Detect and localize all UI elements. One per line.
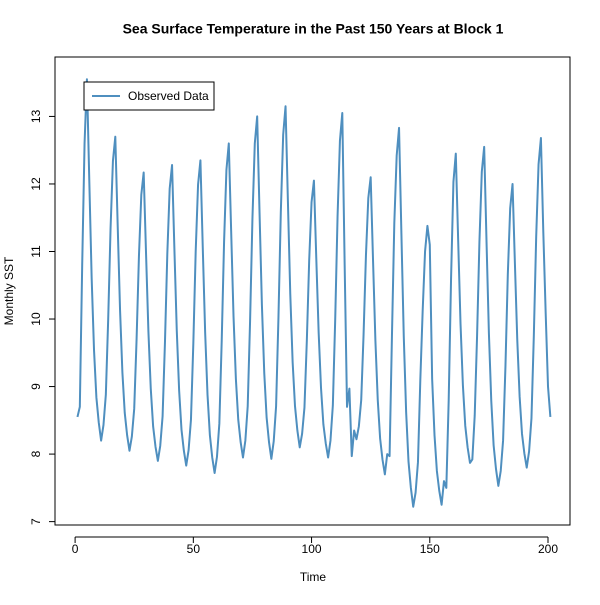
y-tick-label: 8 [29, 450, 43, 457]
x-tick-label: 100 [302, 542, 322, 556]
y-tick-label: 13 [29, 109, 43, 123]
data-line [76, 78, 552, 508]
chart-title: Sea Surface Temperature in the Past 150 … [123, 21, 504, 37]
x-tick-label: 150 [420, 542, 440, 556]
x-axis-label: Time [300, 570, 327, 584]
x-tick-label: 50 [187, 542, 201, 556]
y-tick-label: 7 [29, 518, 43, 525]
y-tick-label: 12 [29, 177, 43, 191]
plot-frame [54, 56, 571, 526]
y-tick-label: 11 [29, 245, 43, 258]
x-tick-label: 0 [72, 542, 79, 556]
y-tick-label: 9 [29, 383, 43, 390]
legend-label: Observed Data [128, 89, 209, 103]
y-tick-label: 10 [29, 312, 43, 326]
x-tick-label: 200 [538, 542, 558, 556]
y-axis-label: Monthly SST [2, 256, 16, 325]
